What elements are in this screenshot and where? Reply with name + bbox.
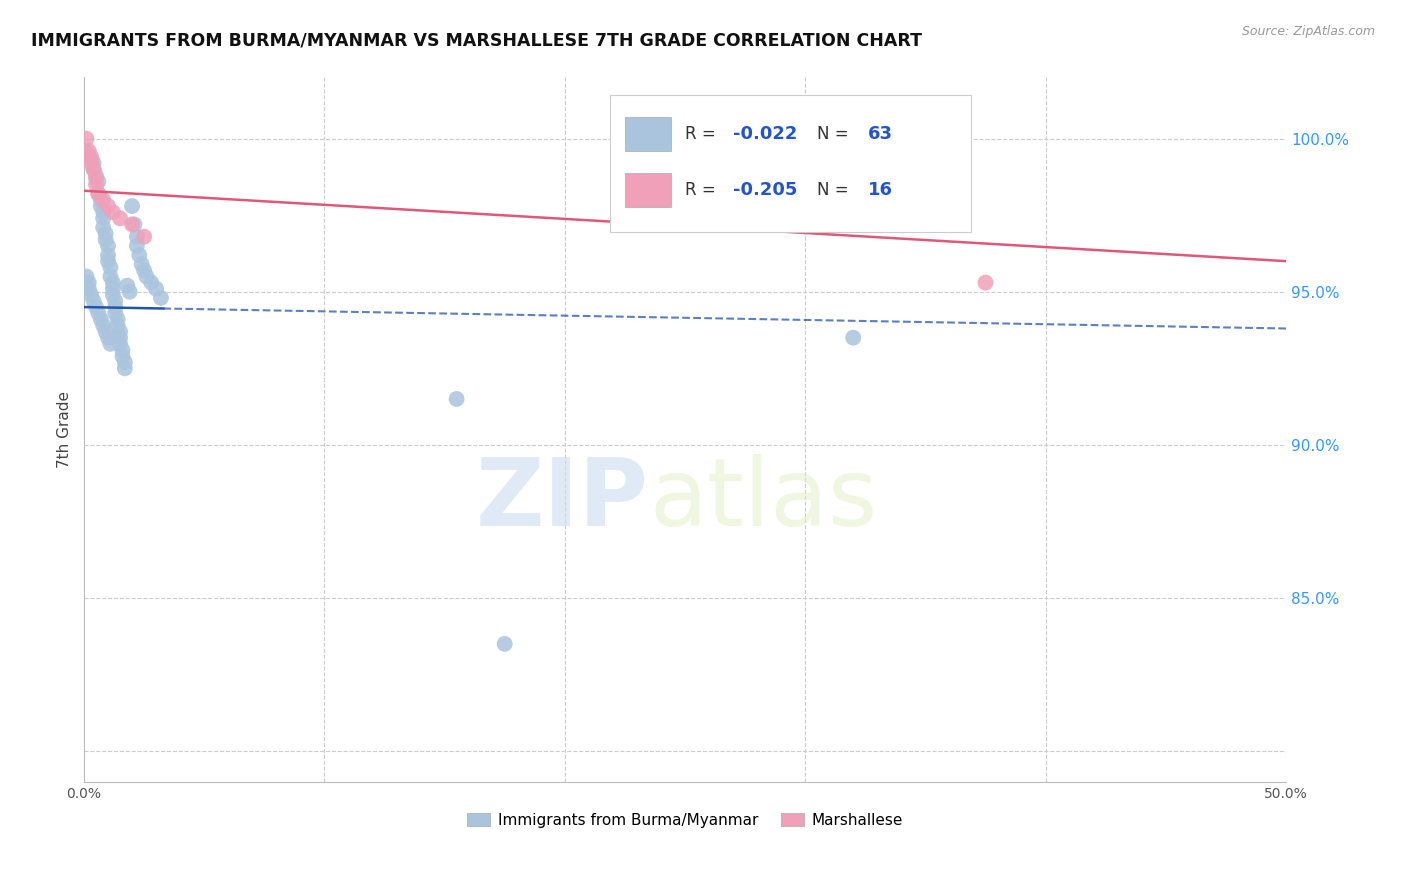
Point	[91, 220, 114, 235]
Point	[107, 318, 129, 333]
Point	[117, 278, 139, 293]
Point	[94, 233, 117, 247]
Point	[97, 331, 120, 345]
Point	[97, 254, 120, 268]
Point	[135, 269, 157, 284]
Point	[97, 199, 120, 213]
Point	[114, 361, 136, 376]
Point	[90, 312, 112, 326]
Point	[125, 229, 148, 244]
Point	[446, 392, 468, 406]
Text: -0.205: -0.205	[733, 181, 797, 199]
Point	[77, 150, 100, 164]
Point	[91, 205, 114, 219]
FancyBboxPatch shape	[624, 117, 671, 151]
Point	[108, 211, 131, 226]
Point	[141, 276, 163, 290]
Point	[104, 293, 127, 308]
Point	[101, 276, 124, 290]
Point	[80, 150, 103, 164]
Point	[100, 260, 122, 275]
Point	[75, 144, 97, 158]
Point	[100, 269, 122, 284]
Point	[128, 248, 150, 262]
Point	[124, 218, 146, 232]
Point	[104, 300, 127, 314]
Point	[84, 178, 107, 192]
Point	[111, 349, 134, 363]
Point	[91, 318, 114, 333]
Point	[494, 637, 516, 651]
Point	[842, 331, 865, 345]
Point	[114, 355, 136, 369]
Point	[121, 199, 143, 213]
Point	[125, 239, 148, 253]
Point	[83, 162, 105, 177]
Point	[83, 162, 105, 177]
Point	[111, 343, 134, 357]
Point	[87, 306, 110, 320]
Text: 16: 16	[868, 181, 893, 199]
Point	[84, 169, 107, 183]
Point	[782, 205, 804, 219]
Point	[80, 288, 103, 302]
Point	[97, 239, 120, 253]
Point	[77, 144, 100, 158]
Point	[90, 193, 112, 207]
Point	[84, 171, 107, 186]
Text: N =: N =	[817, 125, 853, 143]
Point	[80, 156, 103, 170]
Point	[75, 269, 97, 284]
Point	[77, 276, 100, 290]
Point	[101, 205, 124, 219]
Point	[974, 276, 997, 290]
Point	[91, 193, 114, 207]
Text: ZIP: ZIP	[477, 454, 650, 546]
Legend: Immigrants from Burma/Myanmar, Marshallese: Immigrants from Burma/Myanmar, Marshalle…	[461, 806, 908, 834]
Point	[101, 288, 124, 302]
Point	[94, 325, 117, 339]
FancyBboxPatch shape	[610, 95, 972, 233]
Point	[149, 291, 172, 305]
Point	[77, 282, 100, 296]
Text: N =: N =	[817, 181, 853, 199]
Point	[83, 156, 105, 170]
Point	[91, 211, 114, 226]
Point	[132, 263, 155, 277]
Text: R =: R =	[685, 125, 721, 143]
Text: -0.022: -0.022	[733, 125, 797, 143]
Point	[131, 257, 153, 271]
Point	[94, 227, 117, 241]
Point	[108, 331, 131, 345]
Text: IMMIGRANTS FROM BURMA/MYANMAR VS MARSHALLESE 7TH GRADE CORRELATION CHART: IMMIGRANTS FROM BURMA/MYANMAR VS MARSHAL…	[31, 31, 922, 49]
Point	[97, 248, 120, 262]
Point	[87, 175, 110, 189]
Point	[80, 153, 103, 167]
Text: Source: ZipAtlas.com: Source: ZipAtlas.com	[1241, 25, 1375, 38]
Text: R =: R =	[685, 181, 721, 199]
Text: 63: 63	[868, 125, 893, 143]
Point	[118, 285, 141, 299]
FancyBboxPatch shape	[624, 173, 671, 207]
Point	[104, 306, 127, 320]
Point	[90, 199, 112, 213]
Point	[108, 325, 131, 339]
Point	[108, 336, 131, 351]
Point	[101, 282, 124, 296]
Point	[145, 282, 167, 296]
Text: atlas: atlas	[650, 454, 877, 546]
Y-axis label: 7th Grade: 7th Grade	[58, 391, 72, 468]
Point	[100, 336, 122, 351]
Point	[132, 229, 155, 244]
Point	[84, 300, 107, 314]
Point	[83, 293, 105, 308]
Point	[75, 131, 97, 145]
Point	[87, 186, 110, 201]
Point	[121, 218, 143, 232]
Point	[87, 186, 110, 201]
Point	[107, 312, 129, 326]
